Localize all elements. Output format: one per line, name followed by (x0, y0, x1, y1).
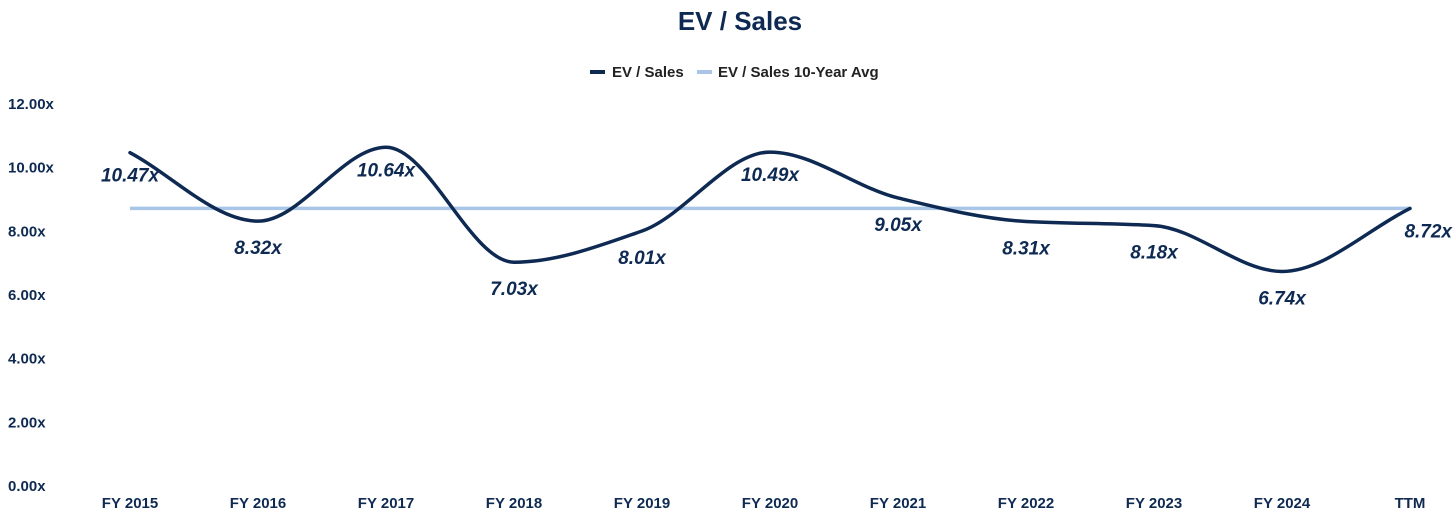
y-tick-label: 8.00x (8, 223, 46, 240)
x-tick-label: FY 2019 (614, 495, 670, 512)
x-tick-label: TTM (1395, 495, 1426, 512)
data-label: 7.03x (490, 279, 539, 300)
x-axis: FY 2015 FY 2016 FY 2017 FY 2018 FY 2019 FY 20… (102, 495, 1426, 512)
legend-label-ev-sales: EV / Sales (612, 64, 684, 81)
x-tick-label: FY 2024 (1254, 495, 1311, 512)
data-label: 8.31x (1002, 238, 1051, 259)
data-labels: 10.47x 8.32x 10.64x 7.03x 8.01x 10.49x 9.05x 8.… (101, 160, 1453, 309)
y-tick-label: 4.00x (8, 351, 46, 368)
x-tick-label: FY 2018 (486, 495, 542, 512)
data-label: 8.72x (1404, 221, 1453, 242)
y-tick-label: 10.00x (8, 160, 55, 177)
data-label: 10.64x (357, 160, 417, 181)
data-label: 8.18x (1130, 243, 1179, 264)
x-tick-label: FY 2016 (230, 495, 286, 512)
legend-label-10-year-avg: EV / Sales 10-Year Avg (718, 64, 879, 81)
y-tick-label: 12.00x (8, 96, 55, 113)
x-tick-label: FY 2023 (1126, 495, 1182, 512)
x-tick-label: FY 2017 (358, 495, 414, 512)
x-tick-label: FY 2021 (870, 495, 926, 512)
chart-title: EV / Sales (678, 6, 802, 36)
y-tick-label: 0.00x (8, 478, 46, 495)
series-layer (128, 145, 1412, 274)
data-label: 10.49x (741, 165, 801, 186)
x-tick-label: FY 2022 (998, 495, 1054, 512)
x-tick-label: FY 2015 (102, 495, 158, 512)
y-tick-label: 6.00x (8, 287, 46, 304)
data-label: 8.32x (234, 238, 283, 259)
data-label: 8.01x (618, 248, 667, 269)
legend: EV / Sales EV / Sales 10-Year Avg (590, 64, 879, 81)
data-label: 6.74x (1258, 288, 1307, 309)
y-tick-label: 2.00x (8, 414, 46, 431)
data-label: 10.47x (101, 166, 161, 187)
series-line-ev-sales (128, 145, 1412, 274)
x-tick-label: FY 2020 (742, 495, 798, 512)
y-axis: 0.00x 2.00x 4.00x 6.00x 8.00x 10.00x 12.00x (8, 96, 55, 495)
data-label: 9.05x (874, 215, 923, 236)
